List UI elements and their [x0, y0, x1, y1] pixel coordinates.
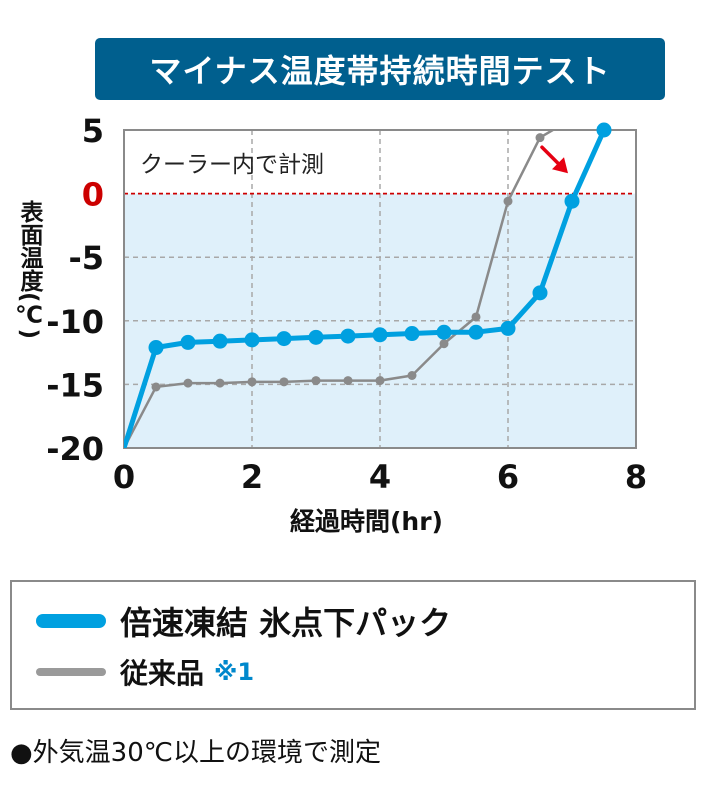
series-primary-point — [532, 285, 548, 301]
legend-note: ※1 — [214, 658, 255, 686]
series-primary-point — [564, 193, 580, 209]
legend-swatch-primary — [36, 614, 106, 628]
series-primary-point — [340, 328, 356, 344]
series-primary-point — [468, 324, 484, 340]
chart-title: マイナス温度帯持続時間テスト — [149, 52, 611, 90]
arrow-head — [552, 157, 568, 174]
series-primary-point — [308, 329, 324, 345]
y-tick-label: -20 — [46, 430, 104, 468]
series-secondary-point — [407, 370, 417, 380]
series-primary-point — [596, 122, 612, 138]
series-secondary-point — [439, 339, 449, 349]
series-secondary-point — [471, 312, 481, 322]
y-tick-label: 5 — [82, 112, 104, 150]
series-secondary-point — [215, 378, 225, 388]
series-secondary-point — [503, 196, 513, 206]
x-tick-label: 0 — [113, 458, 135, 496]
series-secondary-point — [247, 377, 257, 387]
series-secondary-point — [343, 376, 353, 386]
legend-label-secondary: 従来品 — [120, 657, 205, 690]
x-tick-label: 8 — [625, 458, 647, 496]
series-primary-point — [244, 332, 260, 348]
series-primary-point — [436, 324, 452, 340]
legend-swatch-secondary — [36, 668, 106, 676]
x-axis-label: 経過時間(hr) — [290, 507, 443, 536]
legend-item-secondary: 従来品 ※1 — [12, 652, 254, 692]
series-secondary-point — [375, 376, 385, 386]
y-tick-label: -10 — [46, 303, 104, 341]
series-secondary-point — [183, 378, 193, 388]
title-banner: マイナス温度帯持続時間テスト — [95, 38, 665, 100]
series-primary-line — [124, 130, 607, 448]
x-tick-label: 4 — [369, 458, 391, 496]
series-secondary-point — [279, 377, 289, 387]
series-primary-point — [212, 333, 228, 349]
series-primary-point — [180, 334, 196, 350]
x-tick-label: 2 — [241, 458, 263, 496]
series-primary-point — [372, 327, 388, 343]
chart-annotation: クーラー内で計測 — [140, 152, 324, 178]
plot-frame — [123, 129, 637, 449]
series-primary-point — [276, 331, 292, 347]
legend: 倍速凍結 氷点下パック 従来品 ※1 — [10, 580, 696, 710]
x-tick-label: 6 — [497, 458, 519, 496]
series-secondary-point — [535, 133, 545, 143]
legend-item-primary: 倍速凍結 氷点下パック — [12, 598, 451, 644]
series-primary-point — [500, 320, 516, 336]
series-secondary-point — [311, 376, 321, 386]
series-secondary-point — [151, 382, 161, 392]
series-primary-point — [404, 326, 420, 342]
series-primary-point — [148, 340, 164, 356]
legend-label-primary: 倍速凍結 氷点下パック — [120, 604, 452, 642]
footnote: ●外気温30℃以上の環境で測定 — [10, 738, 381, 768]
y-tick-label: -5 — [68, 239, 104, 277]
y-tick-label: -15 — [46, 366, 104, 404]
y-tick-label: 0 — [82, 176, 104, 214]
y-axis-label: 表面温度(℃) — [16, 200, 42, 340]
